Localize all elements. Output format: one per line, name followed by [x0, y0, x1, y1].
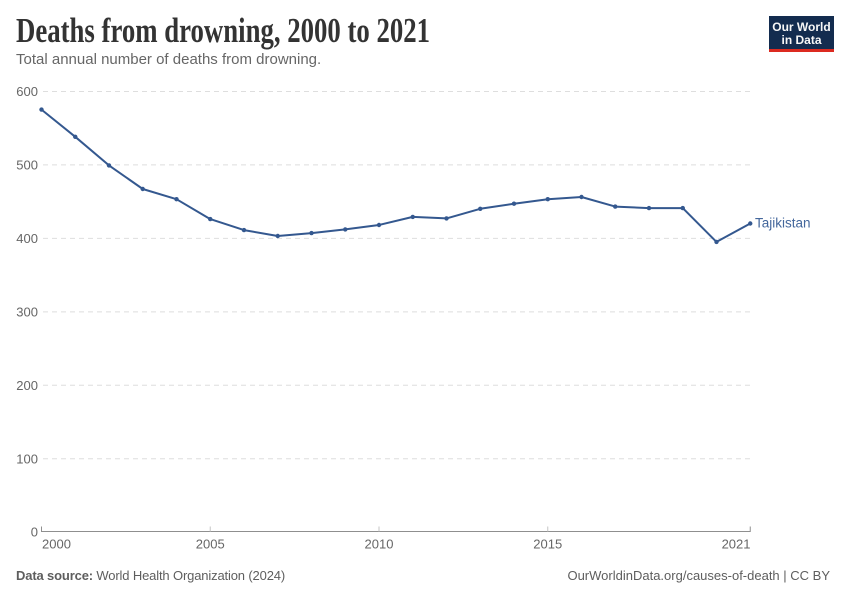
- svg-text:2005: 2005: [196, 537, 225, 552]
- svg-text:100: 100: [16, 451, 38, 466]
- svg-text:2010: 2010: [365, 537, 394, 552]
- svg-text:0: 0: [31, 525, 38, 540]
- svg-text:2015: 2015: [533, 537, 562, 552]
- svg-text:500: 500: [16, 157, 38, 172]
- svg-text:2000: 2000: [42, 537, 71, 552]
- svg-text:200: 200: [16, 378, 38, 393]
- svg-text:300: 300: [16, 304, 38, 319]
- svg-text:Tajikistan: Tajikistan: [755, 216, 811, 231]
- svg-text:400: 400: [16, 231, 38, 246]
- svg-text:600: 600: [16, 84, 38, 99]
- svg-text:2021: 2021: [722, 537, 751, 552]
